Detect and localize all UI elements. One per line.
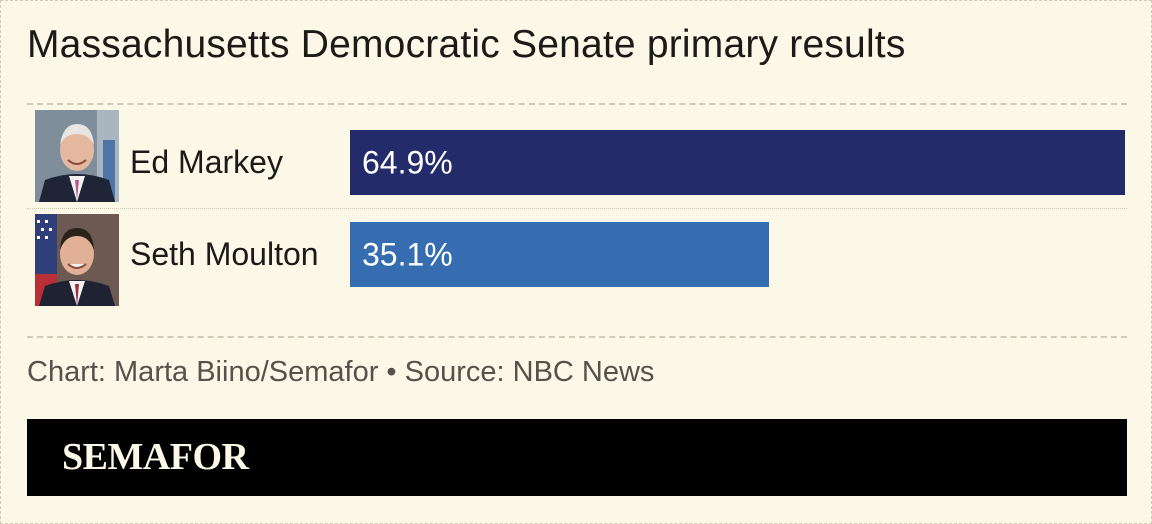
footer-banner: SEMAFOR	[27, 419, 1127, 496]
bar-row-markey: Ed Markey 64.9%	[27, 109, 1127, 205]
bar-chart-svg: 35.1%	[350, 222, 769, 287]
source-credit: Chart: Marta Biino/Semafor • Source: NBC…	[27, 356, 655, 388]
chart-title: Massachusetts Democratic Senate primary …	[27, 23, 906, 66]
bar-value-label: 64.9%	[362, 145, 453, 181]
candidate-portrait-icon	[35, 110, 119, 202]
markey-portrait-icon	[35, 110, 119, 202]
bar-row-moulton: Seth Moulton 35.1%	[27, 211, 1127, 307]
candidate-name: Seth Moulton	[130, 236, 319, 272]
moulton-portrait-icon	[35, 214, 119, 306]
candidate-name: Ed Markey	[130, 144, 283, 180]
bar-seth-moulton	[350, 222, 769, 287]
candidate-portrait-icon	[35, 214, 119, 306]
bar-chart-svg: 64.9%	[350, 130, 1125, 195]
brand-logo: SEMAFOR	[62, 436, 249, 478]
bottom-divider	[27, 336, 1127, 338]
bar-ed-markey	[350, 130, 1125, 195]
row-divider	[27, 208, 1127, 209]
bar-value-label: 35.1%	[362, 237, 453, 273]
top-divider	[27, 103, 1127, 105]
